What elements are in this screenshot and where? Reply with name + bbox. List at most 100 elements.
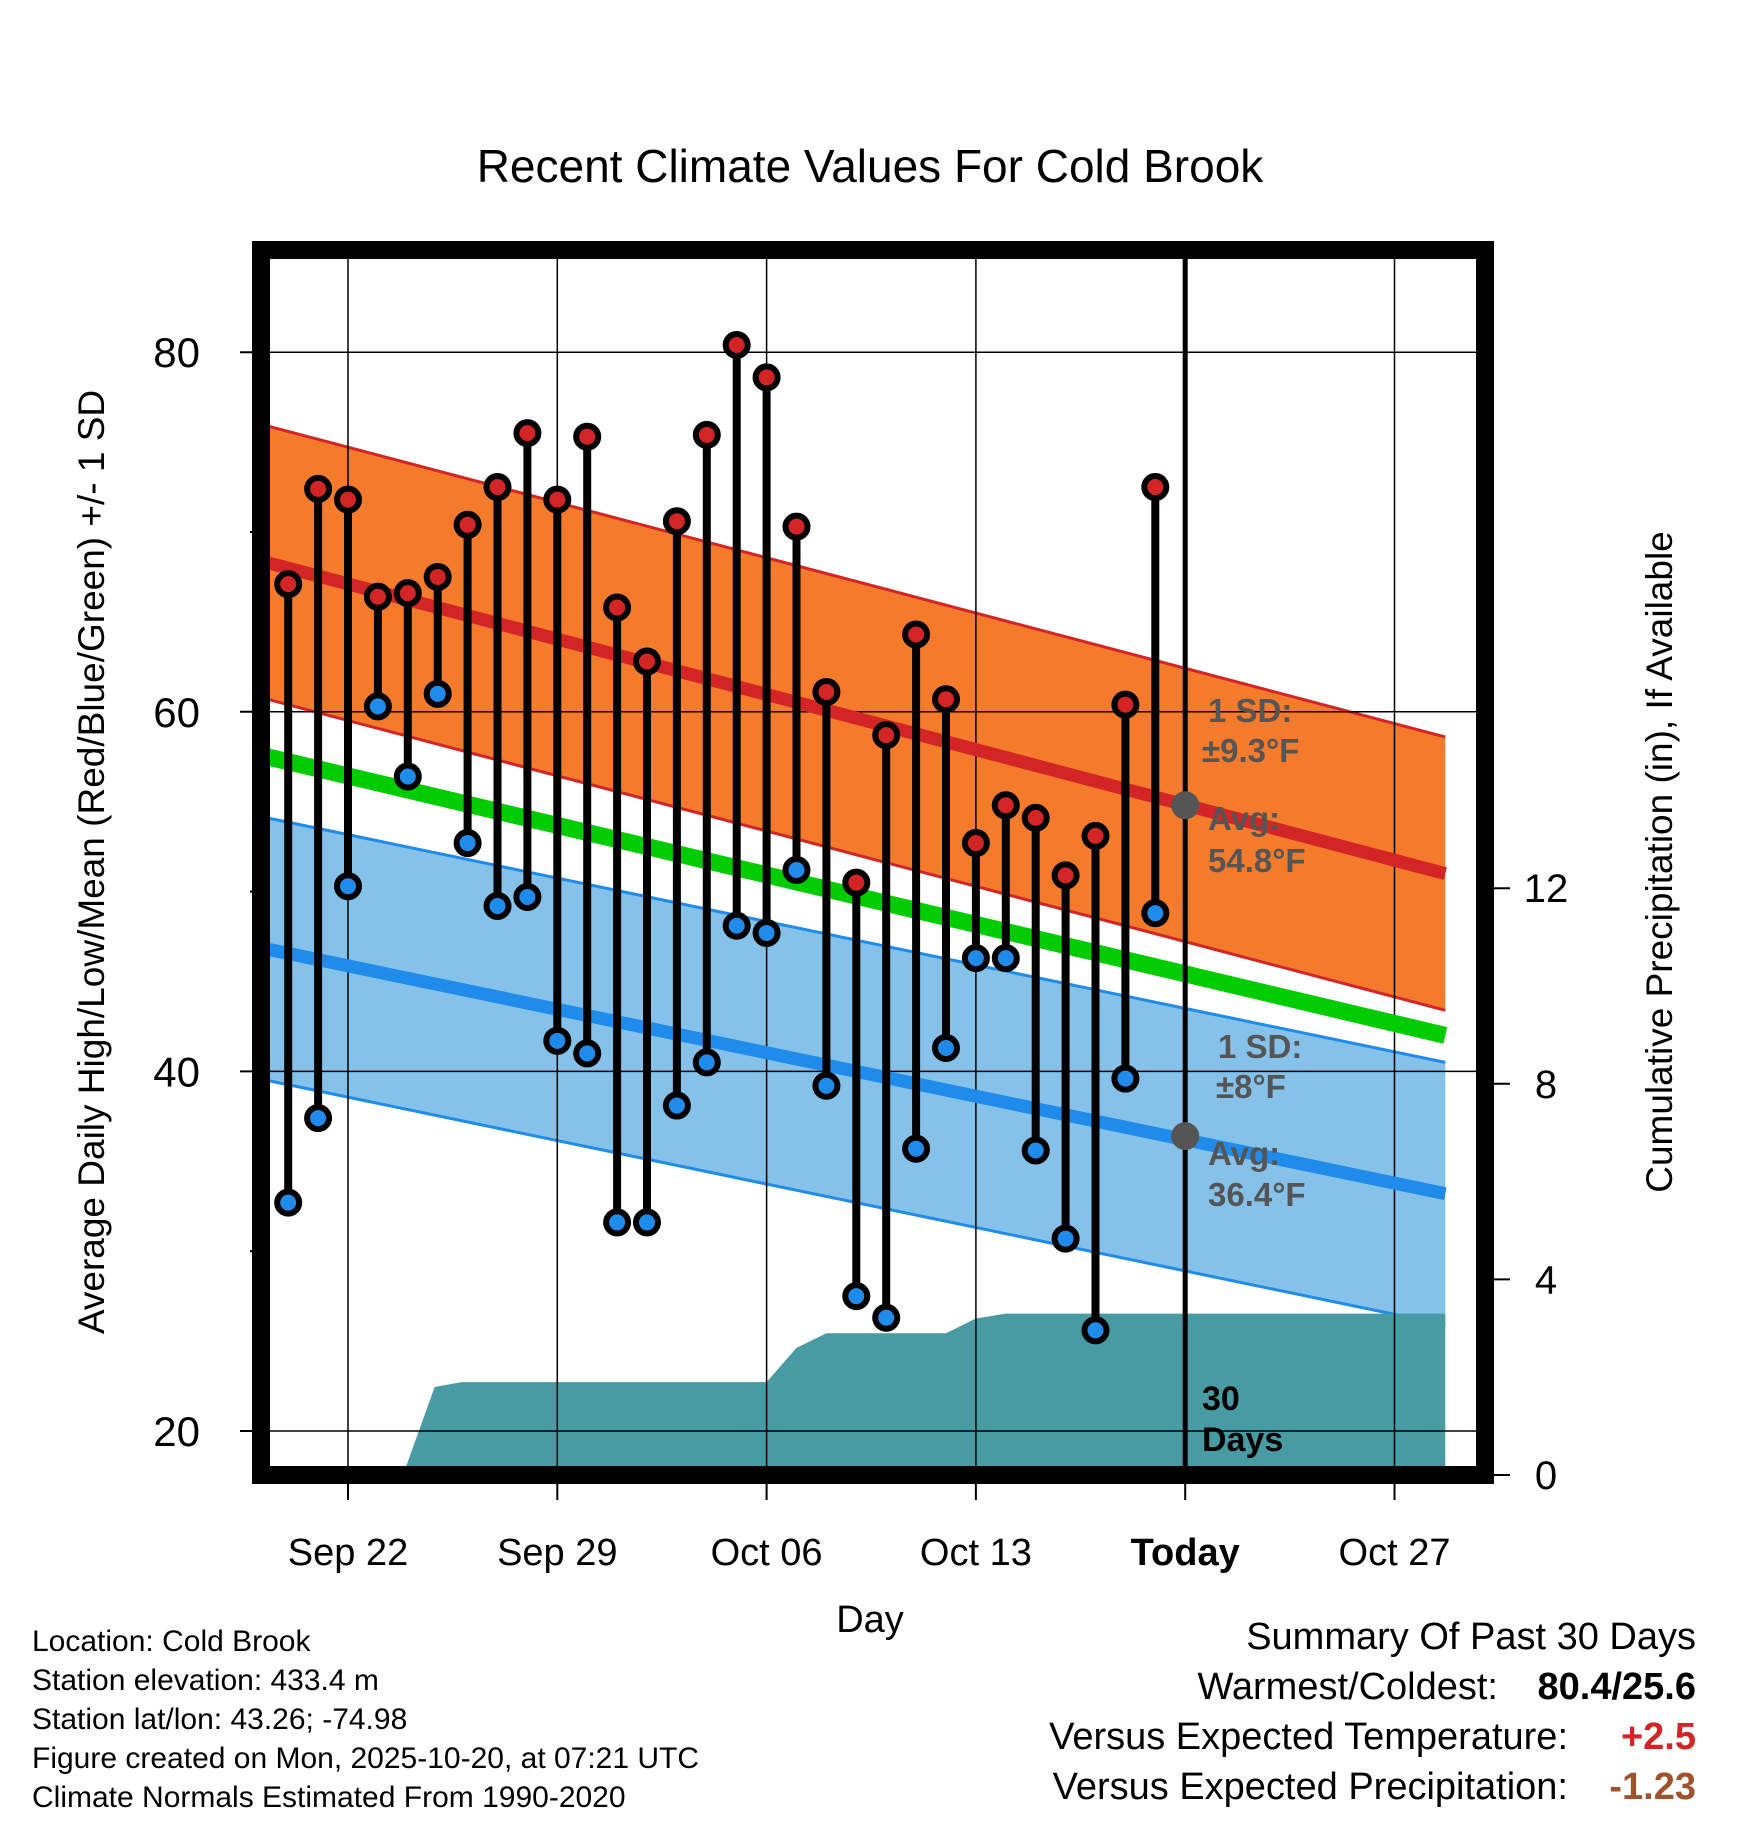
high-point xyxy=(543,485,572,514)
temp-value: +2.5 xyxy=(1620,1716,1696,1758)
summary-panel: Summary Of Past 30 Days Warmest/Coldest:… xyxy=(796,1612,1696,1812)
low-point xyxy=(1081,1316,1110,1345)
high-point xyxy=(483,473,512,502)
low-point xyxy=(1111,1064,1140,1093)
high-point xyxy=(932,685,960,714)
y2-tick-label: 8 xyxy=(1535,1063,1557,1107)
normals-text: Climate Normals Estimated From 1990-2020 xyxy=(32,1781,626,1814)
low-point xyxy=(692,1048,721,1077)
low-point xyxy=(662,1091,691,1120)
low-point xyxy=(932,1034,960,1063)
high-point xyxy=(1081,821,1110,850)
summary-warmest-row: Warmest/Coldest: 80.4/25.6 xyxy=(796,1662,1696,1712)
created-text: Figure created on Mon, 2025-10-20, at 07… xyxy=(32,1742,700,1775)
low-point xyxy=(991,944,1020,973)
low-point xyxy=(1141,899,1170,928)
low-point xyxy=(453,829,482,858)
x-tick-label: Oct 13 xyxy=(920,1532,1032,1574)
low-point xyxy=(334,872,362,901)
warmest-value: 80.4/25.6 xyxy=(1537,1666,1696,1708)
low-avg-label-line1: Avg: xyxy=(1208,1135,1280,1172)
high-point xyxy=(782,512,811,541)
y2-tick-label: 0 xyxy=(1535,1454,1557,1498)
high-point xyxy=(363,582,392,611)
high-point xyxy=(722,331,751,360)
high-sd-label-line2: ±9.3°F xyxy=(1202,732,1299,769)
summary-temp-row: Versus Expected Temperature: +2.5 xyxy=(796,1712,1696,1762)
low-point xyxy=(842,1282,871,1311)
low-point xyxy=(722,911,751,940)
high-point xyxy=(662,507,691,536)
high-point xyxy=(1111,690,1140,719)
right-axis-ticks: 0 4 8 12 xyxy=(1485,867,1568,1498)
days-label-line1: 30 xyxy=(1202,1380,1240,1418)
x-tick-label: Oct 27 xyxy=(1339,1532,1451,1574)
low-point xyxy=(393,762,422,791)
high-point xyxy=(603,593,632,622)
precip-value: -1.23 xyxy=(1609,1766,1696,1808)
high-point xyxy=(812,678,841,707)
low-point xyxy=(752,918,781,947)
low-point xyxy=(961,944,990,973)
high-point xyxy=(334,485,362,514)
x-axis-label: Day xyxy=(836,1599,904,1641)
high-point xyxy=(393,579,422,608)
high-point xyxy=(633,647,661,676)
y-tick-label: 40 xyxy=(153,1048,200,1095)
daily-points xyxy=(274,331,1170,1345)
low-point xyxy=(274,1188,303,1217)
low-point xyxy=(423,679,452,708)
high-point xyxy=(513,419,542,448)
high-point xyxy=(423,562,452,591)
plot-frame xyxy=(252,241,1494,1484)
y-tick-label: 20 xyxy=(153,1408,200,1455)
x-tick-label: Sep 29 xyxy=(497,1532,617,1574)
low-point xyxy=(902,1134,931,1163)
high-point xyxy=(274,570,303,599)
precip-label: Versus Expected Precipitation: xyxy=(1052,1766,1568,1808)
low-point xyxy=(483,891,512,920)
low-avg-today-marker xyxy=(1171,1122,1200,1151)
x-tick-label: Oct 06 xyxy=(711,1532,823,1574)
daily-range-stems xyxy=(284,345,1160,1331)
elevation-text: Station elevation: 433.4 m xyxy=(32,1664,379,1697)
high-avg-label-line1: Avg: xyxy=(1208,800,1280,837)
y2-tick-label: 12 xyxy=(1524,867,1569,911)
y2-axis-label: Cumulative Precipitation (in), If Availa… xyxy=(1639,531,1680,1193)
low-point xyxy=(1021,1136,1050,1165)
chart-title: Recent Climate Values For Cold Brook xyxy=(477,140,1265,192)
latlon-text: Station lat/lon: 43.26; -74.98 xyxy=(32,1703,408,1736)
low-point xyxy=(603,1208,632,1237)
x-tick-label: Today xyxy=(1131,1532,1240,1574)
bottom-axis-ticks: Sep 22 Sep 29 Oct 06 Oct 13 Today Oct 27 xyxy=(288,1475,1451,1574)
low-sd-label-line1: 1 SD: xyxy=(1218,1028,1302,1065)
warmest-label: Warmest/Coldest: xyxy=(1197,1666,1498,1708)
x-tick-label: Sep 22 xyxy=(288,1532,408,1574)
high-sd-upper-edge xyxy=(266,424,1446,739)
high-point xyxy=(573,422,602,451)
summary-precip-row: Versus Expected Precipitation: -1.23 xyxy=(796,1762,1696,1812)
low-sd-label-line2: ±8°F xyxy=(1216,1068,1286,1105)
y-axis-label: Average Daily High/Low/Mean (Red/Blue/Gr… xyxy=(71,390,112,1334)
high-point xyxy=(872,721,901,750)
low-point xyxy=(543,1026,572,1055)
low-point xyxy=(812,1071,841,1100)
high-point xyxy=(1141,473,1170,502)
low-point xyxy=(363,692,392,721)
high-point xyxy=(692,420,721,449)
days-label-line2: Days xyxy=(1202,1421,1283,1459)
high-point xyxy=(1021,803,1050,832)
low-point xyxy=(633,1208,661,1237)
high-sd-label-line1: 1 SD: xyxy=(1208,692,1292,729)
station-info: Location: Cold Brook Station elevation: … xyxy=(32,1622,699,1817)
low-point xyxy=(872,1303,901,1332)
low-point xyxy=(1051,1224,1080,1253)
high-avg-today-marker xyxy=(1171,791,1200,820)
high-point xyxy=(752,363,781,392)
y-tick-label: 80 xyxy=(153,329,200,376)
cumulative-precipitation-area xyxy=(267,1313,1446,1475)
high-point xyxy=(1051,861,1080,890)
high-point xyxy=(842,868,871,897)
high-point xyxy=(991,791,1020,820)
